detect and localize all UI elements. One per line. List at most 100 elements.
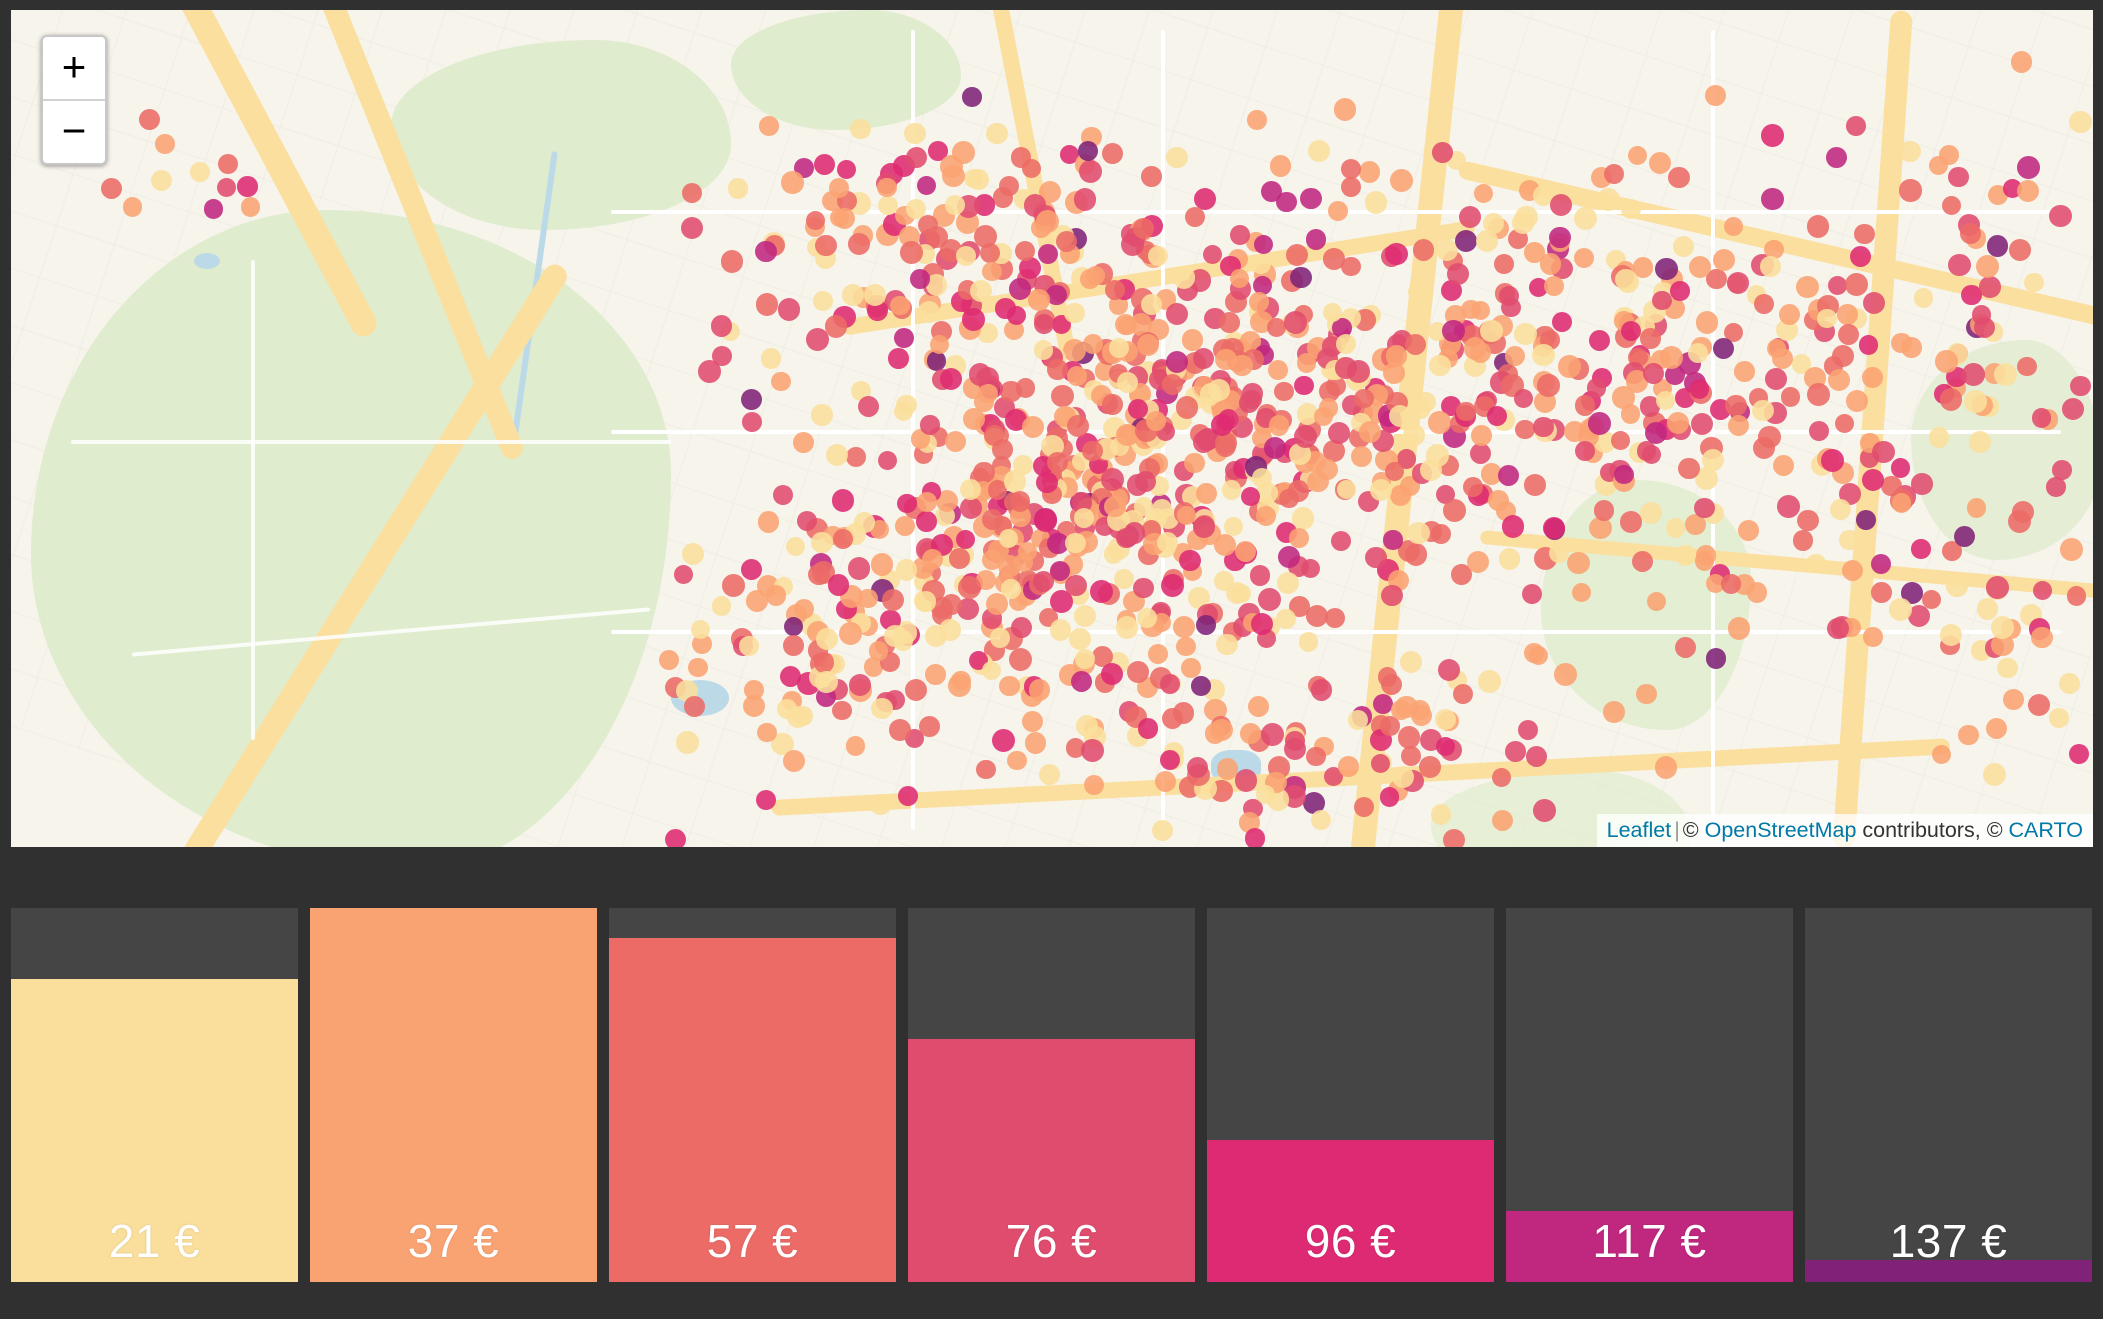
map-price-marker[interactable] [921, 548, 943, 570]
map-price-marker[interactable] [1712, 248, 1736, 272]
map-price-marker[interactable] [1239, 812, 1260, 833]
map-price-marker[interactable] [1589, 517, 1612, 540]
map-price-marker[interactable] [1435, 239, 1458, 261]
map-price-marker[interactable] [1239, 393, 1259, 413]
map-price-marker[interactable] [1390, 168, 1414, 192]
map-price-marker[interactable] [1261, 722, 1285, 746]
map-price-marker[interactable] [1036, 471, 1058, 493]
map-price-marker[interactable] [948, 547, 970, 569]
map-price-marker[interactable] [827, 574, 850, 596]
map-price-marker[interactable] [813, 154, 836, 176]
map-price-marker[interactable] [1028, 679, 1051, 701]
map-price-marker[interactable] [203, 199, 224, 220]
map-price-marker[interactable] [1829, 498, 1851, 520]
map-price-marker[interactable] [2017, 179, 2040, 202]
map-price-marker[interactable] [815, 234, 837, 257]
map-price-marker[interactable] [1493, 253, 1515, 275]
map-price-marker[interactable] [1049, 590, 1073, 613]
map-price-marker[interactable] [1381, 584, 1403, 607]
map-price-marker[interactable] [1132, 217, 1154, 239]
map-price-marker[interactable] [957, 575, 981, 599]
map-price-marker[interactable] [1514, 322, 1537, 346]
map-price-marker[interactable] [1574, 395, 1596, 416]
map-price-marker[interactable] [760, 348, 782, 370]
map-price-marker[interactable] [1779, 303, 1801, 325]
map-price-marker[interactable] [1678, 457, 1700, 480]
map-price-marker[interactable] [1383, 530, 1403, 550]
map-price-marker[interactable] [1764, 239, 1784, 260]
map-price-marker[interactable] [1456, 401, 1476, 422]
map-price-marker[interactable] [1323, 248, 1345, 270]
map-price-marker[interactable] [1156, 531, 1178, 553]
map-price-marker[interactable] [1234, 541, 1256, 563]
map-price-marker[interactable] [815, 627, 838, 650]
map-price-marker[interactable] [1870, 582, 1892, 604]
map-price-marker[interactable] [1306, 746, 1326, 767]
map-price-marker[interactable] [1723, 216, 1744, 237]
map-price-marker[interactable] [1392, 766, 1415, 789]
map-price-marker[interactable] [1103, 544, 1124, 564]
map-price-marker[interactable] [1009, 647, 1032, 671]
map-price-marker[interactable] [1976, 598, 1999, 621]
map-price-marker[interactable] [1179, 549, 1201, 572]
map-price-marker[interactable] [847, 557, 870, 580]
map-price-marker[interactable] [1649, 151, 1672, 174]
map-price-marker[interactable] [981, 509, 1003, 531]
map-price-marker[interactable] [2049, 204, 2072, 228]
map-price-marker[interactable] [1370, 753, 1390, 773]
map-price-marker[interactable] [1911, 473, 1933, 495]
map-price-marker[interactable] [1938, 144, 1959, 165]
map-price-marker[interactable] [1620, 321, 1641, 342]
map-price-marker[interactable] [1766, 338, 1786, 358]
map-price-marker[interactable] [1284, 310, 1307, 334]
map-price-marker[interactable] [1340, 158, 1361, 179]
map-price-marker[interactable] [691, 619, 711, 640]
map-price-marker[interactable] [1670, 281, 1690, 301]
map-price-marker[interactable] [1825, 146, 1847, 168]
legend-bar-96[interactable]: 96 € [1207, 908, 1494, 1282]
map-price-marker[interactable] [1127, 660, 1150, 683]
map-price-marker[interactable] [1165, 351, 1188, 374]
map-price-marker[interactable] [2031, 627, 2053, 649]
map-price-marker[interactable] [1665, 365, 1686, 386]
map-price-marker[interactable] [1332, 318, 1353, 338]
map-price-marker[interactable] [1014, 241, 1036, 262]
map-price-marker[interactable] [999, 529, 1019, 549]
map-price-marker[interactable] [1250, 254, 1271, 274]
map-price-marker[interactable] [863, 657, 884, 677]
map-price-marker[interactable] [1706, 268, 1727, 289]
map-price-marker[interactable] [741, 388, 763, 410]
map-price-marker[interactable] [1244, 827, 1266, 847]
map-price-marker[interactable] [1385, 242, 1408, 266]
map-price-marker[interactable] [100, 177, 122, 200]
map-price-marker[interactable] [1941, 196, 1961, 216]
map-price-marker[interactable] [992, 728, 1016, 752]
map-price-marker[interactable] [2033, 580, 2053, 600]
map-price-marker[interactable] [1230, 225, 1250, 245]
map-price-marker[interactable] [1985, 717, 2007, 739]
map-price-marker[interactable] [151, 169, 173, 191]
map-price-marker[interactable] [2010, 51, 2033, 73]
map-price-marker[interactable] [1487, 406, 1508, 427]
map-price-marker[interactable] [770, 732, 794, 756]
map-price-marker[interactable] [1922, 589, 1942, 609]
map-price-marker[interactable] [1442, 828, 1465, 847]
map-price-marker[interactable] [1593, 500, 1615, 522]
map-price-marker[interactable] [1797, 509, 1819, 531]
map-price-marker[interactable] [1229, 268, 1250, 288]
map-price-marker[interactable] [980, 243, 1001, 264]
map-price-marker[interactable] [1025, 732, 1047, 754]
map-price-marker[interactable] [1019, 257, 1042, 280]
map-price-marker[interactable] [1391, 699, 1412, 720]
map-price-marker[interactable] [1160, 749, 1181, 771]
map-price-marker[interactable] [739, 636, 759, 656]
map-price-marker[interactable] [1128, 399, 1149, 420]
map-price-marker[interactable] [1725, 394, 1747, 417]
map-price-marker[interactable] [1134, 471, 1156, 492]
map-price-marker[interactable] [1612, 386, 1635, 409]
map-price-marker[interactable] [869, 519, 890, 539]
map-price-marker[interactable] [1166, 147, 1188, 169]
map-price-marker[interactable] [682, 182, 703, 203]
map-price-marker[interactable] [1420, 458, 1443, 482]
map-price-marker[interactable] [1990, 616, 2014, 640]
